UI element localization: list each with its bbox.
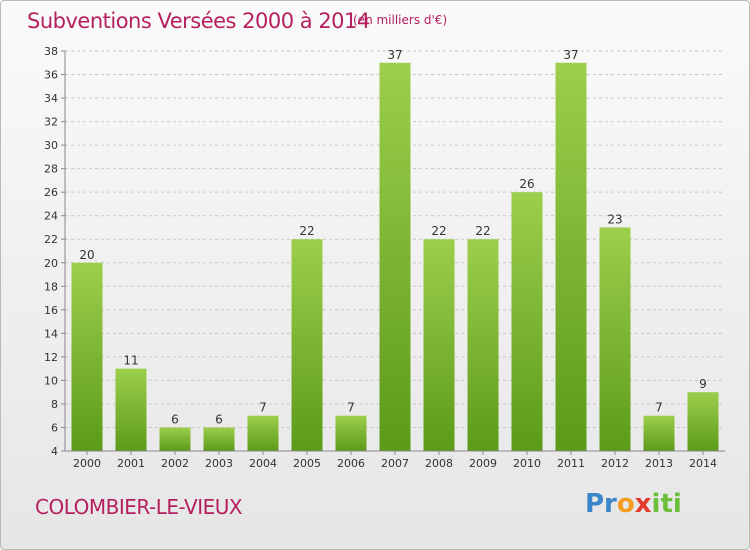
bar-value-label: 37 (387, 48, 402, 62)
y-tick-label: 32 (44, 116, 58, 129)
y-tick-label: 26 (44, 186, 58, 199)
y-tick-label: 14 (44, 327, 58, 340)
chart-subtitle: (en milliers d'€) (353, 13, 448, 27)
bar-value-label: 22 (299, 224, 314, 238)
y-tick-label: 12 (44, 351, 58, 364)
y-tick-label: 20 (44, 257, 58, 270)
y-tick-label: 36 (44, 69, 58, 82)
y-tick-label: 34 (44, 92, 58, 105)
bar-value-label: 23 (607, 212, 622, 226)
y-tick-label: 24 (44, 210, 58, 223)
x-axis-ticks: 2000 2001 2002 2003 2004 2005 2006 2007 2008 2009… (73, 451, 717, 470)
bar-value-label: 6 (171, 412, 179, 426)
x-tick-label: 2012 (601, 457, 629, 470)
x-tick-label: 2001 (117, 457, 145, 470)
bar-value-label: 6 (215, 412, 223, 426)
x-tick-label: 2006 (337, 457, 365, 470)
bar (599, 227, 631, 451)
y-tick-label: 8 (51, 398, 58, 411)
bar (511, 192, 543, 452)
x-tick-label: 2014 (689, 457, 717, 470)
x-tick-label: 2004 (249, 457, 277, 470)
x-tick-label: 2007 (381, 457, 409, 470)
bar-value-label: 20 (79, 248, 94, 262)
y-axis-ticks: 4 6 8 10 12 14 16 18 20 22 24 26 28 30 32 34 36 38 (44, 45, 65, 458)
bar-value-label: 9 (699, 377, 707, 391)
proxiti-logo: Proxiti (585, 489, 682, 519)
bar-value-label: 22 (475, 224, 490, 238)
x-tick-label: 2002 (161, 457, 189, 470)
axes (64, 51, 725, 452)
bar (291, 239, 323, 451)
bar-value-label: 37 (563, 48, 578, 62)
bar (159, 427, 191, 451)
bar-value-label: 26 (519, 177, 534, 191)
y-tick-label: 6 (51, 421, 58, 434)
bar-value-label: 7 (347, 401, 355, 415)
bar-value-label: 7 (259, 401, 267, 415)
bar (203, 427, 235, 451)
bar (467, 239, 499, 451)
bar (71, 262, 103, 451)
x-tick-label: 2011 (557, 457, 585, 470)
bar (423, 239, 455, 451)
y-tick-label: 10 (44, 374, 58, 387)
x-tick-label: 2013 (645, 457, 673, 470)
bar (115, 368, 147, 451)
bar (247, 415, 279, 451)
bar (555, 62, 587, 451)
bar-value-label: 11 (123, 354, 138, 368)
y-tick-label: 4 (51, 445, 58, 458)
x-tick-label: 2000 (73, 457, 101, 470)
bars: 20 11 6 6 7 22 7 37 22 22 26 37 23 7 9 (71, 48, 719, 452)
y-tick-label: 22 (44, 233, 58, 246)
y-tick-label: 38 (44, 45, 58, 58)
y-tick-label: 18 (44, 280, 58, 293)
x-tick-label: 2008 (425, 457, 453, 470)
y-tick-label: 28 (44, 163, 58, 176)
y-tick-label: 16 (44, 304, 58, 317)
bar (335, 415, 367, 451)
bar-value-label: 22 (431, 224, 446, 238)
x-tick-label: 2005 (293, 457, 321, 470)
commune-name: COLOMBIER-LE-VIEUX (35, 495, 243, 519)
x-tick-label: 2003 (205, 457, 233, 470)
x-tick-label: 2009 (469, 457, 497, 470)
bar (687, 392, 719, 451)
x-tick-label: 2010 (513, 457, 541, 470)
chart-title: Subventions Versées 2000 à 2014 (27, 9, 370, 33)
bar (379, 62, 411, 451)
bar-value-label: 7 (655, 401, 663, 415)
bar (643, 415, 675, 451)
y-tick-label: 30 (44, 139, 58, 152)
